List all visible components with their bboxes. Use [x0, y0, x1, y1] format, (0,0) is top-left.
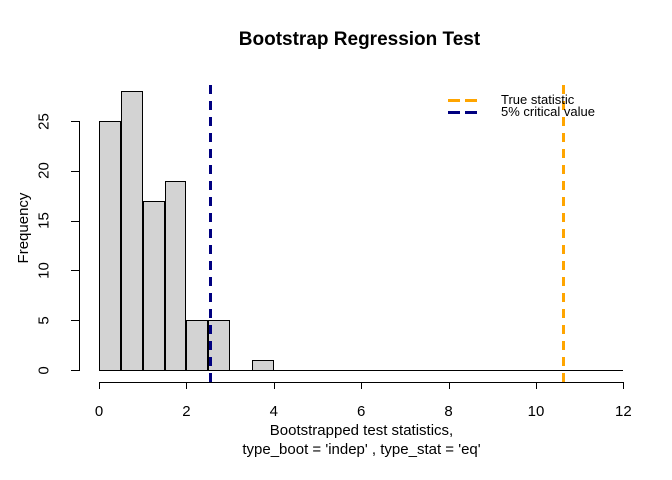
histogram-bar [142, 200, 165, 371]
x-tick-label: 6 [357, 403, 366, 420]
y-tick-label: 10 [35, 262, 53, 279]
histogram-bar [164, 180, 187, 371]
x-tick [536, 382, 537, 389]
x-tick [273, 382, 275, 389]
x-axis-label-line1: Bootstrapped test statistics, [269, 422, 454, 439]
y-tick [71, 320, 79, 322]
x-tick-label: 4 [269, 403, 278, 420]
y-tick-label: 25 [35, 112, 53, 130]
x-axis-label-line2: type_boot = 'indep' , type_stat = 'eq' [242, 441, 481, 458]
x-tick-label: 10 [527, 403, 545, 420]
y-tick [71, 121, 79, 122]
legend-dash-true-statistic [448, 99, 477, 102]
y-tick-label: 0 [35, 365, 53, 375]
legend-dash-critical-value [448, 111, 477, 114]
x-tick-label: 2 [182, 403, 191, 420]
y-axis-line [79, 121, 80, 371]
x-tick [623, 382, 625, 389]
x-tick [186, 382, 188, 389]
histogram-bar [251, 360, 274, 371]
y-tick-label: 20 [35, 162, 53, 180]
y-tick [71, 370, 79, 371]
y-tick-label: 5 [35, 316, 53, 325]
histogram-bar [99, 121, 121, 371]
x-tick-label: 0 [94, 403, 104, 420]
y-tick [71, 170, 79, 172]
legend-label-critical-value: 5% critical value [501, 104, 595, 119]
x-tick [361, 382, 363, 389]
x-tick-label: 12 [615, 403, 632, 420]
chart-title: Bootstrap Regression Test [238, 29, 481, 50]
vline-true-statistic [562, 85, 566, 382]
x-tick [448, 382, 450, 389]
histogram-bar [120, 91, 143, 371]
histogram-baseline [99, 370, 624, 371]
x-tick [99, 382, 100, 389]
y-tick [71, 270, 79, 272]
legend-label-true-statistic: True statistic [501, 92, 575, 107]
x-tick-label: 8 [444, 403, 453, 420]
y-tick-label: 15 [35, 212, 53, 229]
histogram-bar [186, 320, 209, 371]
y-tick [71, 220, 79, 222]
vline-critical-value [209, 85, 213, 382]
histogram-bar [208, 320, 231, 371]
